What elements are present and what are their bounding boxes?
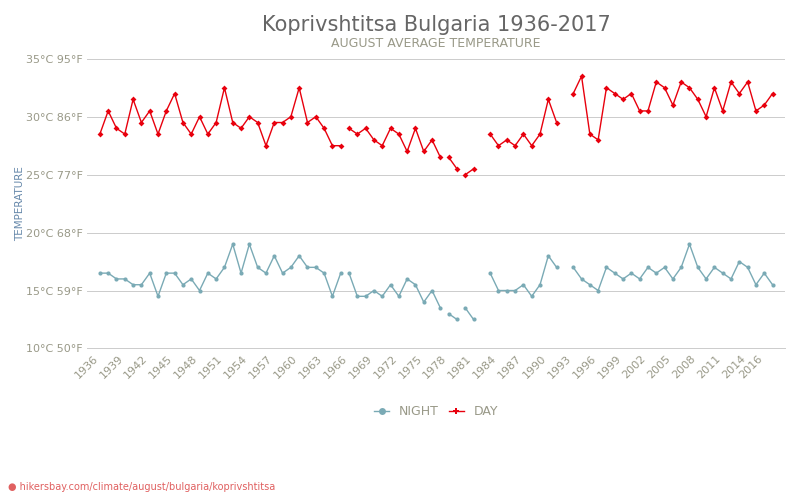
Legend: NIGHT, DAY: NIGHT, DAY	[369, 400, 503, 423]
Y-axis label: TEMPERATURE: TEMPERATURE	[15, 166, 25, 241]
Title: Koprivshtitsa Bulgaria 1936-2017: Koprivshtitsa Bulgaria 1936-2017	[262, 15, 610, 35]
Text: AUGUST AVERAGE TEMPERATURE: AUGUST AVERAGE TEMPERATURE	[331, 37, 541, 50]
Text: ● hikersbay.com/climate/august/bulgaria/koprivshtitsa: ● hikersbay.com/climate/august/bulgaria/…	[8, 482, 275, 492]
